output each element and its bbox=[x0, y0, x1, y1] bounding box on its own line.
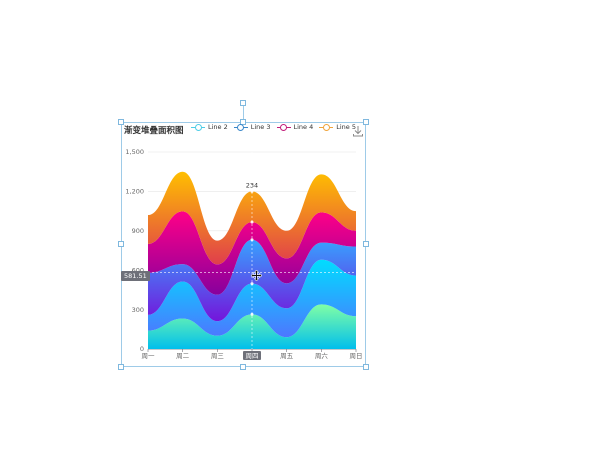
y-tick-label: 300 bbox=[132, 306, 144, 314]
legend-swatch-icon bbox=[319, 123, 334, 131]
legend-label: Line 5 bbox=[336, 123, 356, 131]
rotate-handle-line bbox=[243, 106, 244, 122]
y-tick-label: 1,500 bbox=[125, 148, 144, 156]
x-tick-label: 周三 bbox=[211, 352, 225, 360]
series-point bbox=[250, 220, 254, 224]
legend-item-line-4[interactable]: Line 4 bbox=[276, 123, 314, 131]
x-tick-label: 周四 bbox=[246, 352, 259, 360]
series-point bbox=[250, 189, 254, 193]
y-axis-tick-labels: 0 300 600 900 1,200 1,500 bbox=[125, 148, 144, 353]
resize-handle-ne[interactable] bbox=[363, 119, 369, 125]
legend-item-line-2[interactable]: Line 2 bbox=[191, 123, 228, 131]
axis-pointer: 234 bbox=[148, 152, 356, 349]
data-label-top: 234 bbox=[246, 181, 258, 189]
resize-handle-sw[interactable] bbox=[118, 364, 124, 370]
area-series-1[interactable] bbox=[148, 304, 356, 349]
legend-swatch-icon bbox=[276, 123, 291, 131]
y-tick-label: 0 bbox=[140, 345, 144, 353]
legend-swatch-icon bbox=[233, 123, 248, 131]
resize-handle-s[interactable] bbox=[240, 364, 246, 370]
x-axis-pointer-badge bbox=[243, 351, 261, 360]
x-tick-label: 周五 bbox=[280, 352, 294, 360]
area-series-2[interactable] bbox=[148, 259, 356, 338]
y-tick-label: 1,200 bbox=[125, 188, 144, 196]
x-tick-label: 周日 bbox=[350, 352, 363, 360]
legend-label: Line 3 bbox=[250, 123, 271, 131]
legend-label: Line 2 bbox=[208, 123, 228, 131]
resize-handle-e[interactable] bbox=[363, 241, 369, 247]
legend-item-line-3[interactable]: Line 3 bbox=[233, 123, 271, 131]
legend-label: Line 4 bbox=[293, 123, 314, 131]
area-series-5[interactable] bbox=[148, 171, 356, 265]
resize-handle-se[interactable] bbox=[363, 364, 369, 370]
download-icon[interactable] bbox=[352, 125, 364, 137]
selection-box[interactable] bbox=[121, 122, 366, 367]
legend: Line 2 Line 3 Line 4 Line 5 bbox=[191, 123, 356, 131]
series-point bbox=[250, 282, 254, 286]
resize-handle-w[interactable] bbox=[118, 241, 124, 247]
resize-handle-nw[interactable] bbox=[118, 119, 124, 125]
move-cursor-icon bbox=[251, 270, 262, 281]
x-tick-label: 周六 bbox=[315, 351, 329, 360]
axis-pointer-value-badge: 581.51 bbox=[121, 271, 150, 281]
series-point bbox=[250, 312, 254, 316]
x-tick-label: 周二 bbox=[176, 352, 190, 360]
legend-item-line-5[interactable]: Line 5 bbox=[319, 123, 356, 131]
area-series-4[interactable] bbox=[148, 211, 356, 295]
series-point bbox=[250, 238, 254, 242]
x-axis-tick-labels: 周一 周二 周三 周四 周五 周六 周日 bbox=[142, 351, 363, 360]
y-tick-label: 900 bbox=[132, 227, 144, 235]
chart-title: 渐变堆叠面积图 bbox=[124, 126, 184, 136]
legend-swatch-icon bbox=[191, 123, 205, 131]
y-tick-label: 600 bbox=[132, 266, 144, 274]
x-tick-label: 周一 bbox=[142, 352, 156, 360]
rotate-handle[interactable] bbox=[240, 100, 246, 106]
